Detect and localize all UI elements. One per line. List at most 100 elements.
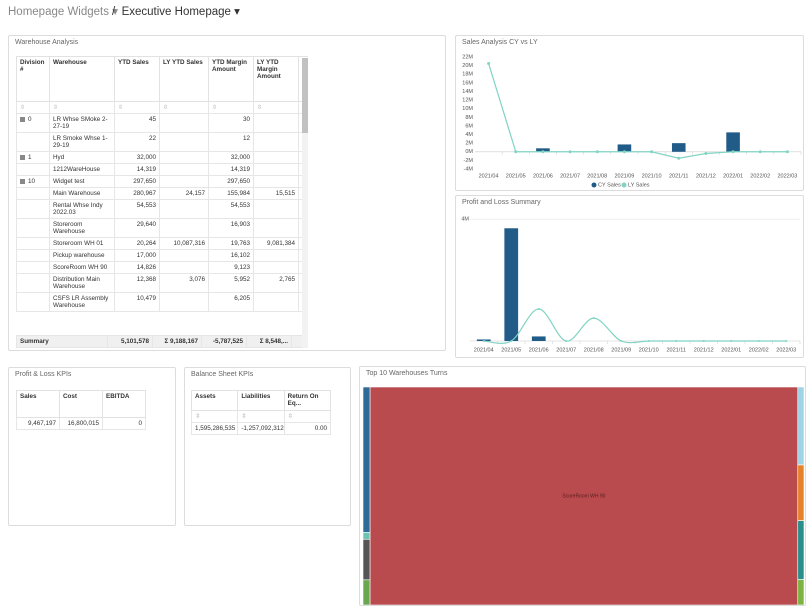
cell-text: 19,763: [230, 240, 250, 247]
treemap-tile[interactable]: [362, 539, 371, 581]
kpi-value: -1,257,092,312: [241, 425, 284, 432]
cell-text: 16,102: [230, 252, 250, 259]
cell-text: 14,319: [230, 166, 250, 173]
cell-text: 14,826: [136, 264, 156, 271]
treemap-tile[interactable]: [362, 532, 371, 540]
point: [704, 151, 708, 155]
treemap-tile[interactable]: [797, 579, 805, 605]
y-tick-label: -2M: [464, 158, 474, 164]
table-cell: 1212WareHouse: [49, 163, 115, 176]
table-cell: 10: [16, 175, 50, 188]
point: [702, 340, 705, 342]
table-cell: LR Smoke Whse 1-29-19: [49, 132, 115, 152]
warehouse-table: Division # Warehouse YTD Sales LY YTD Sales…: [16, 56, 308, 312]
treemap-tile[interactable]: [362, 579, 371, 605]
table-cell: 24,157: [159, 187, 209, 200]
treemap-tile[interactable]: [362, 386, 371, 533]
cell-text: 1212WareHouse: [53, 166, 101, 173]
table-cell: [253, 292, 299, 312]
column-header[interactable]: LY YTD Sales: [159, 56, 209, 102]
column-header[interactable]: LY YTD Margin Amount: [253, 56, 299, 102]
treemap-tile[interactable]: [797, 464, 805, 521]
summary-text: -5,787,525: [212, 338, 243, 345]
x-tick-label: 2021/04: [479, 173, 499, 179]
table-cell: CSFS LR Assembly Warehouse: [49, 292, 115, 312]
cell-text: 2,765: [279, 276, 295, 283]
column-header[interactable]: YTD Margin Amount: [208, 56, 254, 102]
table-row: Main Warehouse 280,967 24,157 155,984 15,515…: [16, 187, 308, 200]
cell-text: 32,000: [136, 154, 156, 161]
treemap-tile[interactable]: [369, 386, 799, 605]
column-header[interactable]: Cost: [59, 390, 103, 418]
column-header[interactable]: Warehouse: [49, 56, 115, 102]
y-tick-label: 0M: [465, 149, 473, 155]
table-cell: [16, 187, 50, 200]
breadcrumb-current[interactable]: / Executive Homepage ▾: [112, 6, 240, 18]
table-cell: Rental Whse Indy 2022.03: [49, 199, 115, 219]
legend-swatch: [621, 182, 627, 188]
treemap-tile[interactable]: [797, 386, 805, 466]
filter-cell: ⇳: [49, 101, 115, 114]
table-cell: 9,123: [208, 261, 254, 274]
pl-kpi-panel: Profit & Loss KPIs Sales Cost EBITDA 9,467,…: [8, 367, 176, 526]
scroll-thumb[interactable]: [302, 58, 308, 133]
column-header[interactable]: Liabilities: [237, 390, 285, 411]
column-header[interactable]: YTD Sales: [114, 56, 160, 102]
column-header[interactable]: EBITDA: [102, 390, 146, 418]
table-cell: Widget test: [49, 175, 115, 188]
summary-row: Summary 5,101,578 Σ 9,188,167 -5,787,525 Σ 8…: [16, 335, 308, 348]
expand-icon[interactable]: [20, 178, 25, 184]
table-cell: [253, 261, 299, 274]
x-tick-label: 2021/04: [474, 347, 494, 353]
y-tick-label: 4M: [465, 132, 473, 138]
table-cell: 297,650: [114, 175, 160, 188]
column-header[interactable]: Division #: [16, 56, 50, 102]
panel-title: Sales Analysis CY vs LY: [462, 39, 538, 46]
cell-text: 1: [28, 154, 32, 161]
point: [510, 340, 513, 342]
column-header[interactable]: Return On Eq...: [283, 390, 332, 411]
balance-kpi-panel: Balance Sheet KPIs Assets Liabilities Retu…: [184, 367, 351, 526]
table-cell: 16,903: [208, 218, 254, 238]
y-tick-label: 20M: [462, 63, 473, 69]
kpi-cell: -1,257,092,312: [237, 422, 285, 435]
header-text: Division #: [20, 59, 45, 73]
y-tick-label: 10M: [462, 106, 473, 112]
scrollbar[interactable]: [302, 58, 308, 348]
table-cell: [253, 163, 299, 176]
cell-text: 29,640: [136, 221, 156, 228]
y-tick-label: 14M: [462, 89, 473, 95]
cell-text: Main Warehouse: [53, 190, 101, 197]
panel-title: Warehouse Analysis: [15, 39, 79, 46]
treemap-tile[interactable]: [797, 520, 805, 580]
column-header[interactable]: Assets: [190, 390, 239, 411]
table-cell: Distribution Main Warehouse: [49, 273, 115, 293]
expand-icon[interactable]: [20, 116, 25, 122]
cell-text: 280,967: [133, 190, 156, 197]
legend-label[interactable]: LY Sales: [628, 182, 650, 188]
breadcrumb-parent[interactable]: Homepage Widgets ▾: [8, 6, 118, 18]
column-header[interactable]: Sales: [16, 390, 60, 418]
table-row: Distribution Main Warehouse 12,368 3,076 5,…: [16, 273, 308, 293]
table-cell: ScoreRoom WH 90: [49, 261, 115, 274]
point: [731, 150, 735, 154]
table-cell: 155,984: [208, 187, 254, 200]
warehouse-panel: Warehouse Analysis Division # Warehouse YT…: [8, 35, 446, 351]
header-text: YTD Margin Amount: [212, 59, 247, 73]
y-tick-label: 4M: [461, 217, 469, 223]
table-cell: 9,081,384: [253, 237, 299, 250]
legend-label[interactable]: CY Sales: [598, 182, 621, 188]
table-cell: Main Warehouse: [49, 187, 115, 200]
point: [730, 340, 733, 342]
filter-row: ⇳⇳⇳⇳⇳⇳⇳: [16, 101, 308, 114]
cell-text: 0: [28, 116, 32, 123]
y-tick-label: 6M: [465, 123, 473, 129]
table-cell: [16, 218, 50, 238]
table-cell: [159, 151, 209, 164]
x-tick-label: 2021/05: [501, 347, 521, 353]
summary-text: Summary: [20, 338, 49, 345]
header-text: Assets: [195, 393, 216, 400]
expand-icon[interactable]: [20, 154, 25, 160]
